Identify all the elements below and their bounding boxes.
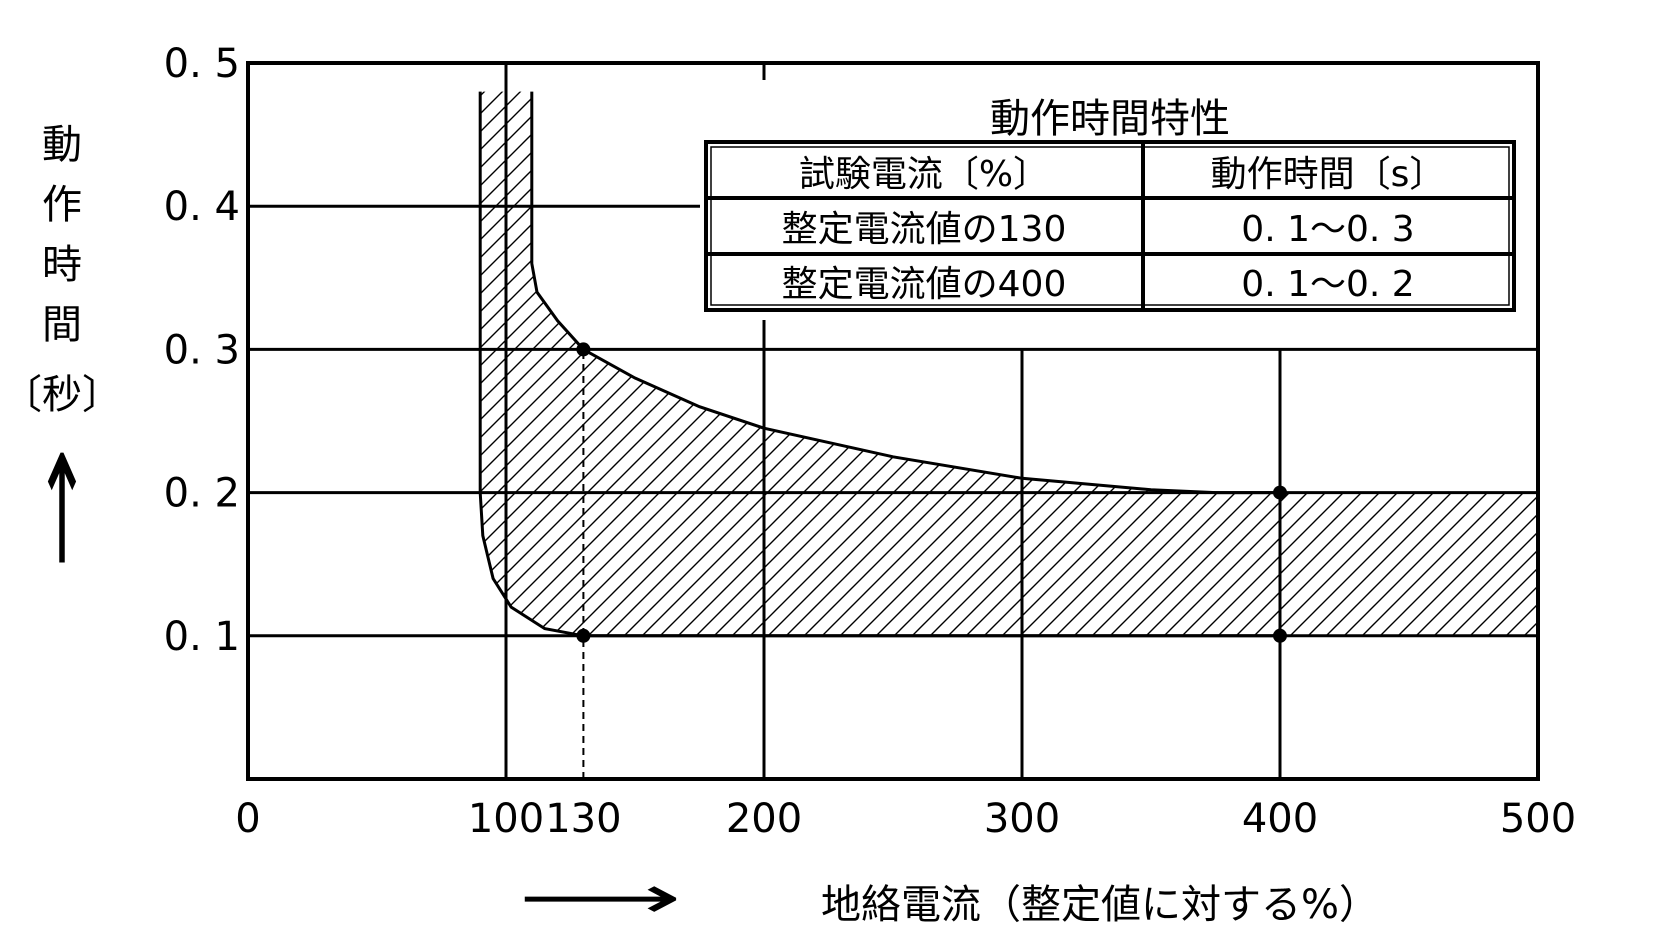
- x-axis-title: ⟶ 地絡電流（整定値に対する%）: [518, 863, 1379, 933]
- y-axis-title-char-2: 作: [42, 182, 82, 228]
- table-cell-current-400: 整定電流値の400: [782, 264, 1067, 305]
- x-tick-label: 130: [545, 796, 621, 842]
- x-tick-label: 400: [1242, 796, 1318, 842]
- y-axis-arrow: ↑: [34, 424, 89, 599]
- table-cell-time-400: 0. 1～0. 2: [1241, 264, 1414, 305]
- x-axis-arrow: ⟶: [518, 863, 681, 933]
- y-tick-label: 0. 3: [164, 327, 240, 373]
- characteristics-table: 動作時間特性 試験電流〔%〕 動作時間〔s〕 整定電流値の130 0. 1～0.…: [700, 80, 1520, 320]
- y-tick-label: 0. 1: [164, 614, 240, 660]
- x-tick-label: 200: [726, 796, 802, 842]
- lower-boundary-curve: [478, 91, 1280, 638]
- y-tick-label: 0. 5: [164, 41, 240, 87]
- x-tick-label: 300: [984, 796, 1060, 842]
- x-tick-labels: 0 100 130 200 300 400 500: [235, 796, 1576, 842]
- table-header-time: 動作時間〔s〕: [1211, 154, 1446, 195]
- y-axis-title-char-4: 間: [42, 302, 82, 348]
- upper-boundary-curve: [530, 91, 1280, 495]
- y-axis-title-char-3: 時: [42, 242, 82, 288]
- table-header-current: 試験電流〔%〕: [799, 154, 1049, 195]
- marker-point: [576, 342, 591, 357]
- marker-point: [1273, 485, 1287, 500]
- operating-time-band: [480, 91, 1538, 636]
- y-axis-title-char-1: 動: [42, 122, 82, 168]
- y-tick-label: 0. 2: [164, 471, 240, 517]
- x-tick-label: 500: [1500, 796, 1576, 842]
- marker-point: [576, 628, 591, 643]
- y-tick-labels: 0. 1 0. 2 0. 3 0. 4 0. 5: [164, 41, 240, 660]
- plot-frame: [246, 61, 1540, 781]
- x-axis-title-text: 地絡電流（整定値に対する%）: [821, 882, 1379, 928]
- marker-point: [1273, 628, 1287, 643]
- table-cell-time-130: 0. 1～0. 3: [1241, 209, 1414, 250]
- marker-points: [576, 342, 1287, 643]
- y-tick-label: 0. 4: [164, 184, 240, 230]
- table-title: 動作時間特性: [990, 96, 1230, 142]
- x-tick-label: 100: [468, 796, 544, 842]
- x-tick-label: 0: [235, 796, 260, 842]
- y-axis-title: 動 作 時 間 〔秒〕 ↑: [2, 122, 122, 599]
- table-cell-current-130: 整定電流値の130: [782, 209, 1067, 250]
- y-axis-title-unit: 〔秒〕: [2, 372, 122, 418]
